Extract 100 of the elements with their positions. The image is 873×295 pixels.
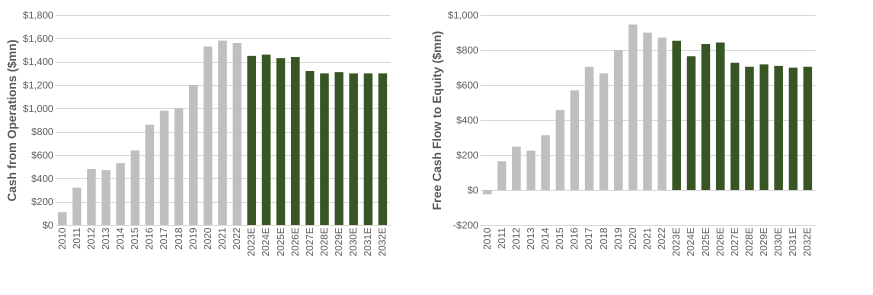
x-tick-label: 2024E bbox=[686, 227, 698, 256]
bar bbox=[87, 169, 96, 225]
x-tick-label: 2017 bbox=[159, 227, 170, 250]
x-tick-label: 2012 bbox=[511, 227, 522, 250]
bar bbox=[160, 110, 169, 225]
bar bbox=[262, 54, 271, 225]
x-tick-label: 2032E bbox=[802, 227, 814, 256]
x-tick-label: 2028E bbox=[319, 227, 330, 256]
y-tick-label: $0 bbox=[42, 220, 54, 232]
x-tick-label: 2023E bbox=[672, 227, 683, 256]
x-tick-label: 2030E bbox=[774, 227, 785, 256]
bar bbox=[218, 40, 227, 225]
bar bbox=[116, 163, 125, 225]
bar bbox=[378, 73, 388, 225]
bar bbox=[788, 68, 798, 190]
x-tick-label: 2025E bbox=[700, 227, 712, 256]
bar bbox=[570, 90, 580, 190]
x-tick-label: 2013 bbox=[100, 227, 112, 250]
bar bbox=[774, 66, 783, 190]
x-tick-label: 2023E bbox=[246, 227, 258, 256]
bar bbox=[658, 38, 666, 190]
bar bbox=[204, 46, 212, 225]
x-tick-label: 2024E bbox=[261, 227, 272, 256]
x-tick-label: 2010 bbox=[57, 227, 68, 250]
bar bbox=[526, 150, 536, 190]
x-tick-label: 2022 bbox=[657, 227, 668, 250]
x-tick-label: 2010 bbox=[482, 227, 494, 250]
bar bbox=[364, 73, 373, 225]
bar bbox=[276, 58, 286, 225]
bar bbox=[701, 44, 710, 190]
bar bbox=[232, 43, 242, 225]
x-tick-label: 2031E bbox=[363, 227, 374, 256]
x-tick-label: 2014 bbox=[116, 227, 127, 250]
bar bbox=[686, 56, 696, 190]
x-tick-label: 2018 bbox=[174, 227, 185, 250]
x-tick-label: 2025E bbox=[276, 227, 287, 256]
x-tick-label: 2030E bbox=[348, 227, 360, 256]
y-tick-label: $0 bbox=[467, 186, 479, 196]
bar bbox=[189, 85, 198, 225]
y-tick-label: $400 bbox=[31, 174, 54, 185]
bar bbox=[672, 40, 681, 190]
bar bbox=[745, 66, 754, 190]
x-tick-label: 2027E bbox=[304, 227, 316, 256]
bar bbox=[803, 66, 812, 190]
x-tick-label: 2011 bbox=[496, 227, 508, 250]
x-tick-label: 2020 bbox=[202, 227, 214, 250]
bar bbox=[614, 50, 623, 190]
y-tick-label: $600 bbox=[456, 80, 479, 92]
x-tick-label: 2032E bbox=[378, 227, 389, 256]
y-axis-title: Free Cash Flow to Equity ($mn) bbox=[430, 30, 444, 210]
bar bbox=[334, 72, 344, 225]
bar bbox=[145, 124, 154, 225]
bar bbox=[102, 170, 110, 225]
bar bbox=[72, 188, 82, 225]
bar bbox=[760, 64, 768, 190]
y-axis-title: Cash from Operations ($mn) bbox=[4, 39, 19, 202]
x-tick-label: 2016 bbox=[570, 227, 581, 250]
bar bbox=[306, 71, 314, 225]
bar bbox=[482, 190, 492, 194]
x-tick-label: 2020 bbox=[628, 227, 639, 250]
bar bbox=[247, 56, 256, 225]
bar bbox=[512, 146, 521, 190]
x-tick-label: 2016 bbox=[144, 227, 156, 250]
y-tick-label: $1,000 bbox=[22, 104, 54, 115]
y-tick-label: $1,000 bbox=[448, 10, 479, 22]
x-tick-label: 2013 bbox=[526, 227, 537, 250]
bar bbox=[130, 150, 140, 225]
y-tick-label: $400 bbox=[456, 116, 479, 126]
y-tick-label: $1,400 bbox=[22, 57, 54, 68]
y-tick-label: $1,200 bbox=[22, 80, 54, 92]
bar bbox=[643, 32, 652, 190]
x-tick-label: 2026E bbox=[290, 227, 302, 256]
x-tick-label: 2014 bbox=[540, 227, 552, 250]
bar bbox=[349, 73, 358, 225]
x-tick-label: 2021 bbox=[642, 227, 654, 250]
bar bbox=[628, 24, 638, 190]
x-tick-label: 2012 bbox=[86, 227, 98, 250]
bar bbox=[584, 66, 594, 190]
bar bbox=[716, 42, 725, 190]
x-tick-label: 2028E bbox=[744, 227, 756, 256]
x-tick-label: 2029E bbox=[759, 227, 770, 256]
x-tick-label: 2027E bbox=[730, 227, 741, 256]
y-tick-label: $1,600 bbox=[22, 34, 54, 45]
y-tick-label: $200 bbox=[31, 197, 54, 208]
x-tick-label: 2015 bbox=[555, 227, 566, 250]
x-tick-label: 2029E bbox=[334, 227, 346, 256]
x-tick-label: 2017 bbox=[584, 227, 596, 250]
bar bbox=[556, 110, 564, 190]
y-tick-label: -$200 bbox=[452, 220, 479, 232]
x-tick-label: 2031E bbox=[788, 227, 800, 256]
y-tick-label: $1,800 bbox=[22, 10, 54, 22]
x-tick-label: 2011 bbox=[72, 227, 83, 250]
y-tick-label: $200 bbox=[456, 150, 479, 162]
bar bbox=[320, 73, 329, 225]
x-tick-label: 2015 bbox=[130, 227, 142, 250]
bar bbox=[174, 108, 184, 225]
bar bbox=[290, 57, 300, 225]
x-tick-label: 2026E bbox=[715, 227, 726, 256]
x-tick-label: 2019 bbox=[613, 227, 624, 250]
y-tick-label: $600 bbox=[31, 150, 54, 162]
